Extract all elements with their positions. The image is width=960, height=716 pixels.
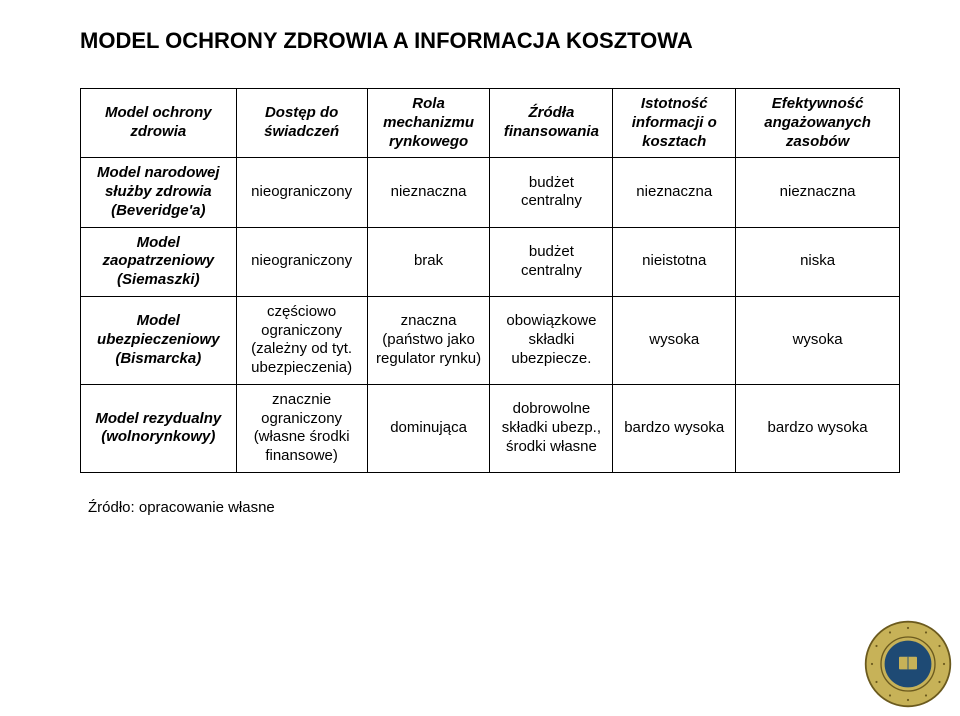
col-header-model: Model ochrony zdrowia	[81, 89, 237, 158]
row-importance: nieistotna	[613, 227, 736, 296]
row-sources: budżet centralny	[490, 227, 613, 296]
table-row: Model ubezpieczeniowy (Bismarcka) części…	[81, 296, 900, 384]
row-importance: bardzo wysoka	[613, 384, 736, 472]
row-role: dominująca	[367, 384, 490, 472]
row-importance: nieznaczna	[613, 158, 736, 227]
col-header-access: Dostęp do świadczeń	[236, 89, 367, 158]
row-sources: obowiązkowe składki ubezpiecze.	[490, 296, 613, 384]
row-role: nieznaczna	[367, 158, 490, 227]
table-header-row: Model ochrony zdrowia Dostęp do świadcze…	[81, 89, 900, 158]
row-importance: wysoka	[613, 296, 736, 384]
seal-icon	[863, 619, 953, 709]
table-row: Model rezydualny (wolnorynkowy) znacznie…	[81, 384, 900, 472]
row-efficiency: wysoka	[736, 296, 900, 384]
row-role: znaczna (państwo jako regulator rynku)	[367, 296, 490, 384]
row-model: Model ubezpieczeniowy (Bismarcka)	[81, 296, 237, 384]
row-access: nieograniczony	[236, 158, 367, 227]
row-sources: dobrowolne składki ubezp., środki własne	[490, 384, 613, 472]
row-access: znacznie ograniczony (własne środki fina…	[236, 384, 367, 472]
page-title: MODEL OCHRONY ZDROWIA A INFORMACJA KOSZT…	[80, 28, 900, 54]
row-model: Model zaopatrzeniowy (Siemaszki)	[81, 227, 237, 296]
row-model: Model rezydualny (wolnorynkowy)	[81, 384, 237, 472]
col-header-role: Rola mechanizmu rynkowego	[367, 89, 490, 158]
row-model: Model narodowej służby zdrowia (Beveridg…	[81, 158, 237, 227]
row-access: nieograniczony	[236, 227, 367, 296]
col-header-efficiency: Efektywność angażowanych zasobów	[736, 89, 900, 158]
col-header-sources: Źródła finansowania	[490, 89, 613, 158]
table-row: Model narodowej służby zdrowia (Beveridg…	[81, 158, 900, 227]
row-sources: budżet centralny	[490, 158, 613, 227]
row-efficiency: bardzo wysoka	[736, 384, 900, 472]
source-note: Źródło: opracowanie własne	[88, 499, 900, 516]
row-access: częściowo ograniczony (zależny od tyt. u…	[236, 296, 367, 384]
row-role: brak	[367, 227, 490, 296]
table-row: Model zaopatrzeniowy (Siemaszki) nieogra…	[81, 227, 900, 296]
comparison-table: Model ochrony zdrowia Dostęp do świadcze…	[80, 88, 900, 473]
row-efficiency: niska	[736, 227, 900, 296]
col-header-importance: Istotność informacji o kosztach	[613, 89, 736, 158]
row-efficiency: nieznaczna	[736, 158, 900, 227]
